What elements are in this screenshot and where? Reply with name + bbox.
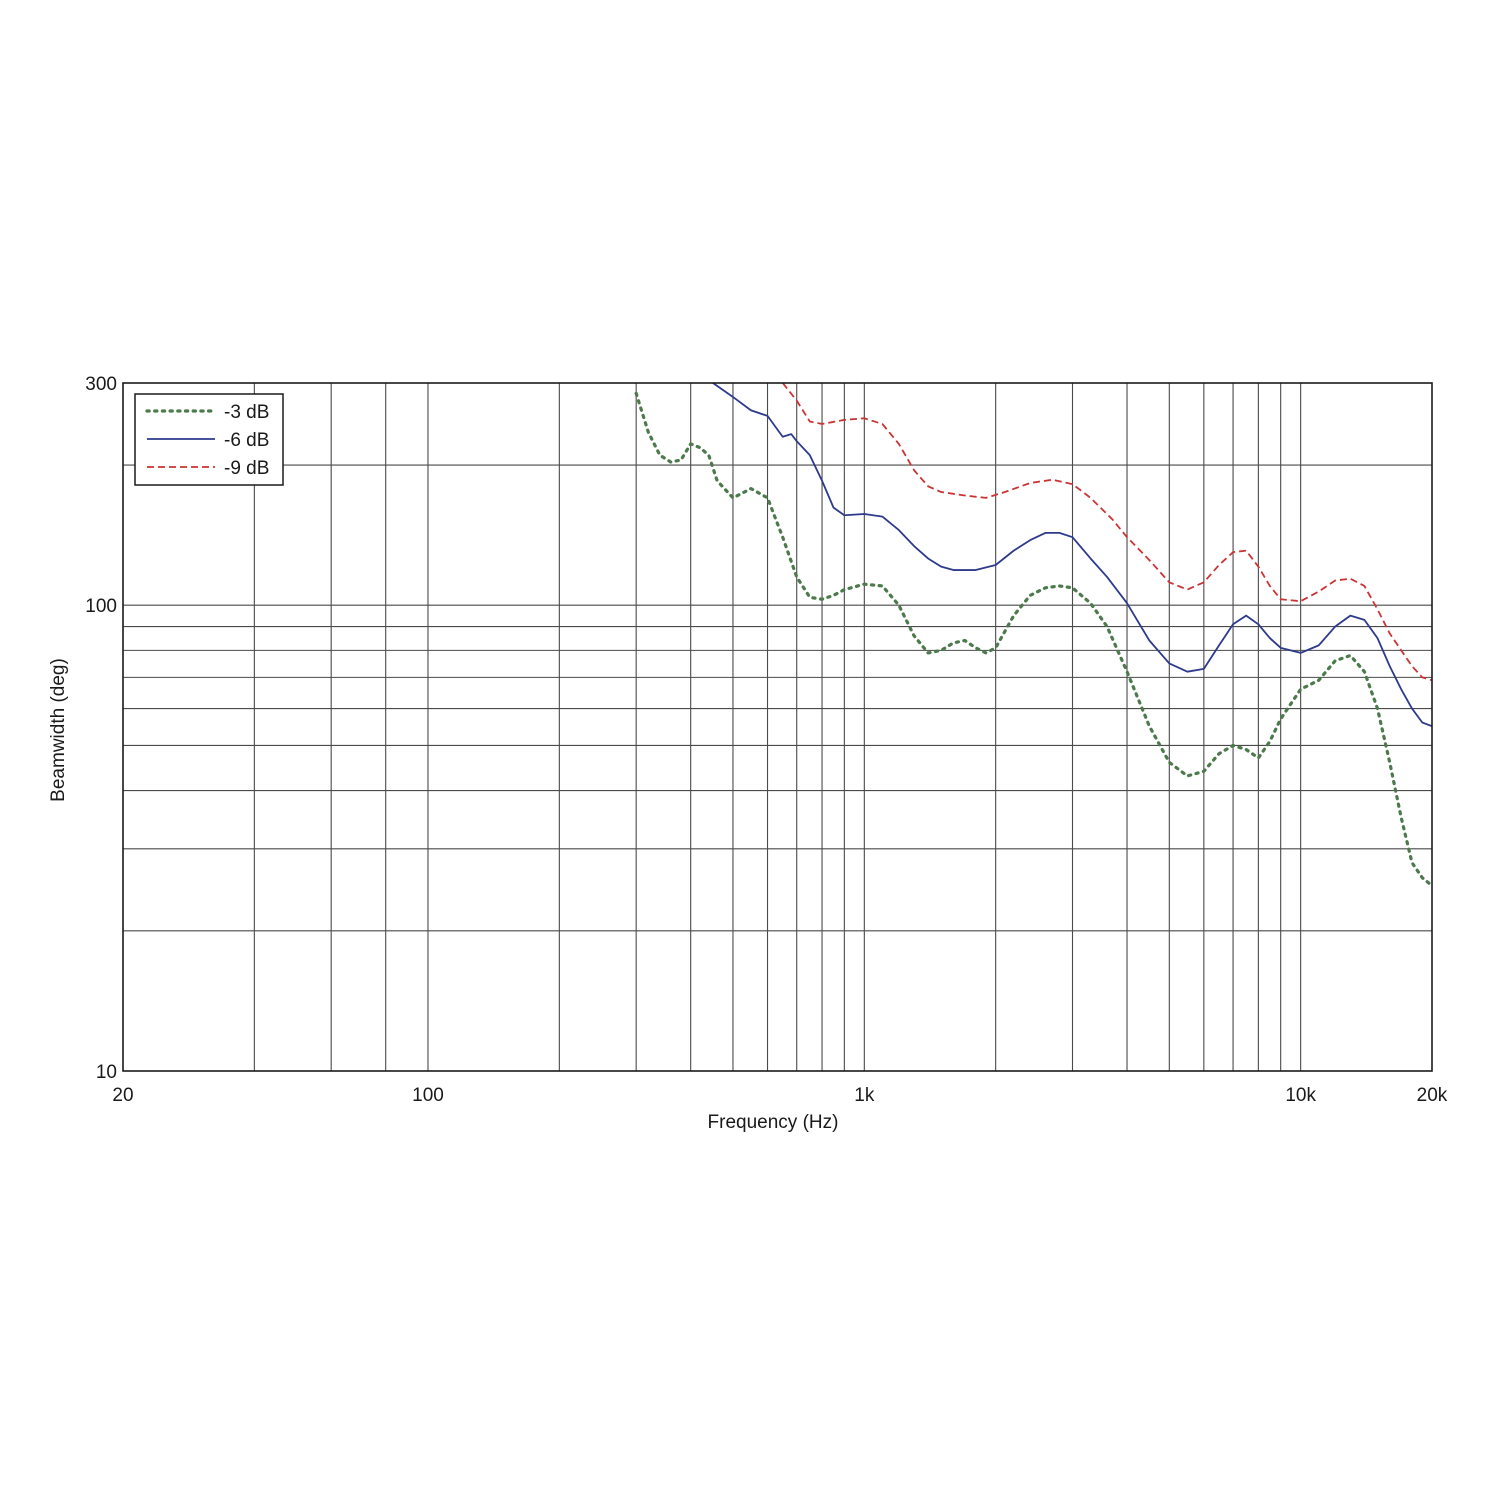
legend-label-1: -3 dB <box>224 402 269 423</box>
series-line-3 <box>781 383 1432 682</box>
x-tick-label: 100 <box>412 1085 444 1106</box>
y-tick-label: 300 <box>85 374 117 395</box>
plot-frame <box>122 382 1433 1072</box>
x-tick-label: 20 <box>112 1085 133 1106</box>
y-axis-label: Beamwidth (deg) <box>48 658 69 802</box>
series-line-1 <box>634 391 1432 888</box>
x-tick-label: 10k <box>1285 1085 1316 1106</box>
y-tick-label: 100 <box>85 596 117 617</box>
legend: -3 dB -6 dB -9 dB <box>134 393 284 486</box>
legend-label-3: -9 dB <box>224 458 269 479</box>
tick-labels: 20 100 1k 10k 20k 10 100 300 <box>85 374 1448 1106</box>
grid <box>123 383 1432 1071</box>
x-tick-label: 1k <box>854 1085 875 1106</box>
x-axis-label: Frequency (Hz) <box>708 1112 839 1133</box>
series-line-2 <box>712 383 1432 728</box>
y-tick-label: 10 <box>96 1062 117 1083</box>
x-tick-label: 20k <box>1417 1085 1448 1106</box>
legend-label-2: -6 dB <box>224 430 269 451</box>
series-lines <box>634 383 1432 888</box>
